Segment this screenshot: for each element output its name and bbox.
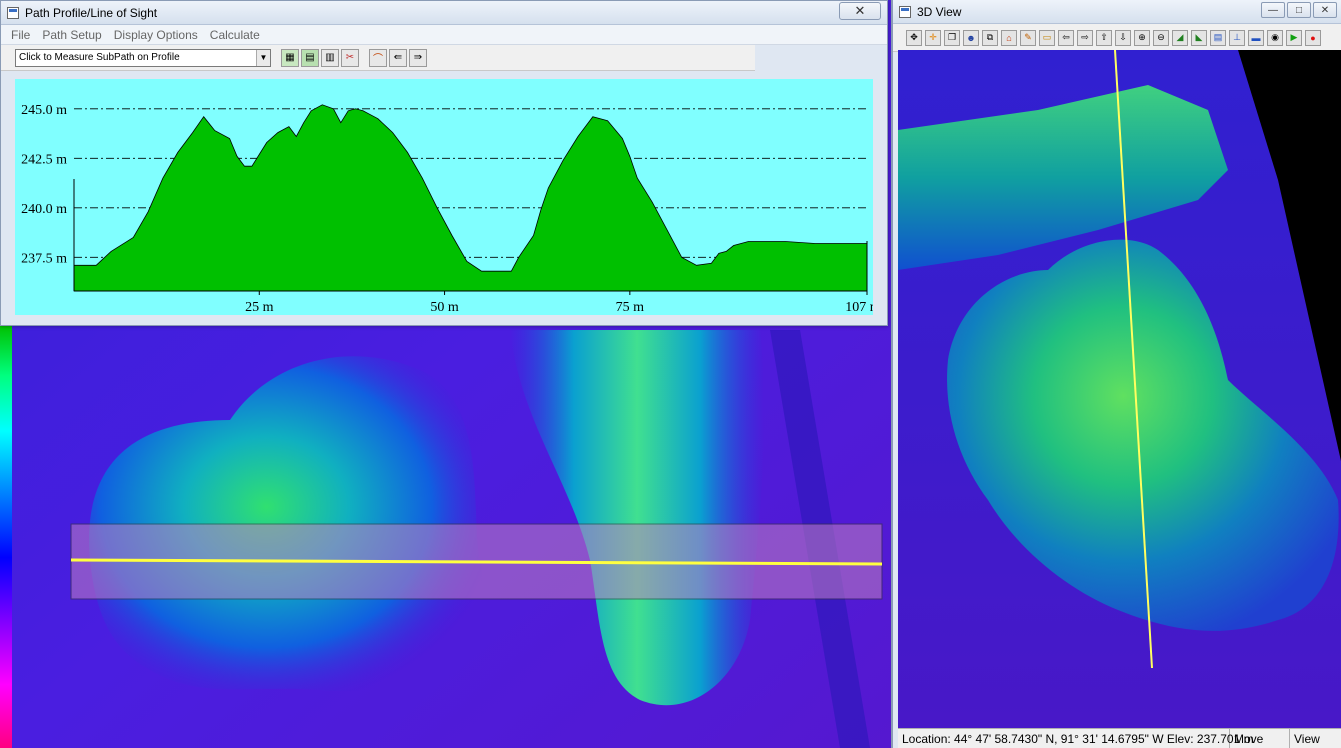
- profile-area-series-0: [73, 104, 868, 292]
- menu-display-options[interactable]: Display Options: [113, 27, 198, 42]
- ruler-icon[interactable]: ▭: [1039, 29, 1055, 46]
- close-icon[interactable]: ✕: [1313, 2, 1337, 18]
- status-view: View: [1294, 731, 1320, 746]
- menu-calculate[interactable]: Calculate: [209, 27, 260, 42]
- view3d-statusbar: Location: 44° 47' 58.7430" N, 91° 31' 14…: [898, 728, 1341, 748]
- copy-icon[interactable]: ❐: [944, 29, 960, 46]
- zoom-in-icon[interactable]: ⊕: [1134, 29, 1150, 46]
- duplicate-icon[interactable]: ⧉: [982, 29, 998, 46]
- terrain-icon[interactable]: ◢: [1172, 29, 1188, 46]
- view-3d-window[interactable]: 3D View — □ ✕ ✥ ✛ ❐ ☻ ⧉ ⌂ ✎ ▭ ⇦ ⇨ ⇧ ⇩ ⊕ …: [891, 0, 1341, 748]
- close-icon[interactable]: ✕: [839, 2, 881, 20]
- record-icon[interactable]: ●: [1305, 29, 1321, 46]
- chart-x-ticks: 25 m 50 m 75 m 107 m: [245, 291, 873, 315]
- x-tick-label-0: 25 m: [245, 300, 274, 315]
- x-tick-label-1: 50 m: [430, 300, 459, 315]
- arrow-up-icon[interactable]: ⇧: [1096, 29, 1112, 46]
- vertical-exaggeration-icon[interactable]: ⊥: [1229, 29, 1245, 46]
- path-next-icon[interactable]: ⇛: [409, 48, 427, 67]
- view3d-window-title: 3D View: [917, 4, 962, 19]
- subpath-dropdown-value: Click to Measure SubPath on Profile: [19, 52, 180, 63]
- status-location: Location: 44° 47' 58.7430" N, 91° 31' 14…: [898, 729, 1254, 748]
- arrow-right-icon[interactable]: ⇨: [1077, 29, 1093, 46]
- subpath-measure-dropdown[interactable]: Click to Measure SubPath on Profile ▼: [15, 48, 271, 67]
- elevation-profile-chart[interactable]: 245.0 m 242.5 m 240.0 m 237.5 m 25 m 50 m 75 …: [15, 79, 873, 315]
- menu-file[interactable]: File: [11, 27, 31, 42]
- menu-path-setup[interactable]: Path Setup: [42, 27, 102, 42]
- y-tick-label-3: 237.5 m: [21, 251, 67, 266]
- y-tick-label-2: 240.0 m: [21, 202, 67, 217]
- snapshot-icon[interactable]: ◉: [1267, 29, 1283, 46]
- profile-save-icon[interactable]: ▦: [281, 48, 299, 67]
- arrow-left-icon[interactable]: ⇦: [1058, 29, 1074, 46]
- line-of-sight-icon[interactable]: ⌒: [369, 48, 387, 67]
- arrow-down-icon[interactable]: ⇩: [1115, 29, 1131, 46]
- x-tick-label-2: 75 m: [616, 300, 645, 315]
- profile-menubar: File Path Setup Display Options Calculat…: [1, 25, 887, 45]
- play-icon[interactable]: ▶: [1286, 29, 1302, 46]
- ridge-3d-terrain: [898, 85, 1228, 270]
- profile-window-icon: [7, 6, 19, 19]
- profile-path-line[interactable]: [70, 558, 883, 566]
- maximize-icon[interactable]: □: [1287, 2, 1311, 18]
- minimize-icon[interactable]: —: [1261, 2, 1285, 18]
- profile-window-title: Path Profile/Line of Sight: [25, 5, 158, 20]
- walk-icon[interactable]: ☻: [963, 29, 979, 46]
- profile-toolbar: Click to Measure SubPath on Profile ▼ ▦ …: [1, 45, 755, 71]
- pan-icon[interactable]: ✥: [906, 29, 922, 46]
- chevron-down-icon[interactable]: ▼: [256, 49, 270, 66]
- hill-3d-terrain: [947, 239, 1339, 631]
- ridge-east-terrain: [510, 330, 765, 706]
- home-icon[interactable]: ⌂: [1001, 29, 1017, 46]
- layers-icon[interactable]: ▤: [1210, 29, 1226, 46]
- chart-y-ticks: 245.0 m 242.5 m 240.0 m 237.5 m: [21, 103, 67, 267]
- profile-titlebar[interactable]: Path Profile/Line of Sight: [1, 1, 887, 25]
- y-tick-label-0: 245.0 m: [21, 103, 67, 118]
- profile-export-icon[interactable]: ▤: [301, 48, 319, 67]
- profile-stats-icon[interactable]: ▥: [321, 48, 339, 67]
- x-tick-label-3: 107 m: [845, 300, 873, 315]
- chart-area-layer: [73, 104, 868, 292]
- view3d-toolbar: ✥ ✛ ❐ ☻ ⧉ ⌂ ✎ ▭ ⇦ ⇨ ⇧ ⇩ ⊕ ⊖ ◢ ◣ ▤ ⊥ ▬ ◉ …: [893, 24, 1341, 52]
- status-mode: Move: [1230, 729, 1290, 748]
- elevation-color-legend: [0, 325, 12, 748]
- view3d-canvas[interactable]: [898, 50, 1341, 728]
- path-prev-icon[interactable]: ⇚: [389, 48, 407, 67]
- view3d-window-icon: [899, 5, 911, 18]
- water-icon[interactable]: ▬: [1248, 29, 1264, 46]
- texture-icon[interactable]: ◣: [1191, 29, 1207, 46]
- profile-path-3d-line[interactable]: [1114, 50, 1153, 669]
- profile-settings-icon[interactable]: ✂: [341, 48, 359, 67]
- measure-icon[interactable]: ✎: [1020, 29, 1036, 46]
- move-icon[interactable]: ✛: [925, 29, 941, 46]
- zoom-out-icon[interactable]: ⊖: [1153, 29, 1169, 46]
- path-profile-window[interactable]: Path Profile/Line of Sight ✕ File Path S…: [0, 0, 888, 326]
- y-tick-label-1: 242.5 m: [21, 152, 67, 167]
- chart-axes: [73, 179, 868, 292]
